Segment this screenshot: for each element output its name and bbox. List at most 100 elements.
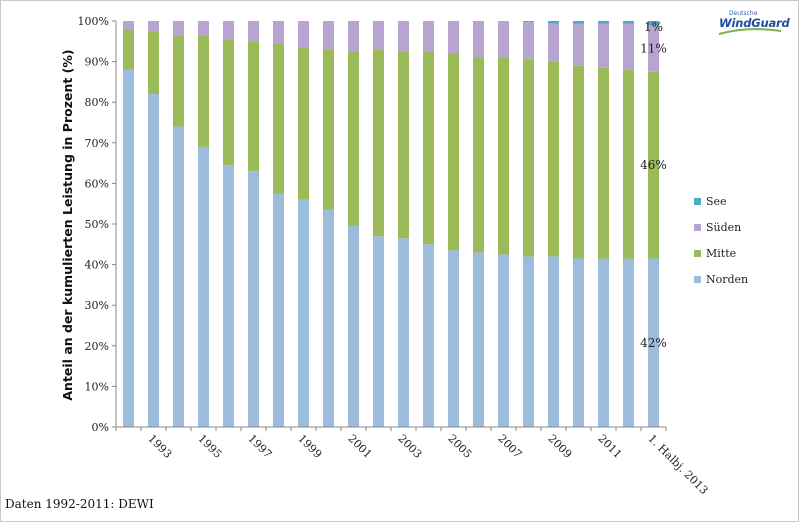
y-tick-label: 60% <box>85 177 109 190</box>
bar-mitte-0 <box>123 29 134 70</box>
annotations-group: 1% 11% 46% 42% <box>640 20 667 350</box>
legend-label-süden: Süden <box>706 221 741 234</box>
bar-süden-2 <box>173 21 184 36</box>
bar-norden-15 <box>498 254 509 427</box>
bar-mitte-8 <box>323 49 334 210</box>
logo-line1: Deutsche <box>729 10 758 17</box>
bar-mitte-5 <box>248 41 259 172</box>
bar-mitte-1 <box>148 31 159 95</box>
bar-norden-20 <box>623 258 634 427</box>
bar-mitte-6 <box>273 43 284 194</box>
legend-swatch-norden <box>694 276 701 283</box>
bar-mitte-3 <box>198 35 209 147</box>
bar-süden-4 <box>223 21 234 40</box>
bar-süden-12 <box>423 21 434 52</box>
source-note: Daten 1992-2011: DEWI <box>5 497 154 511</box>
x-tick-label: 2003 <box>395 432 424 461</box>
annotation-süden: 11% <box>640 41 667 55</box>
y-tick-label: 40% <box>85 259 109 272</box>
legend-label-mitte: Mitte <box>706 247 736 260</box>
bar-süden-3 <box>198 21 209 36</box>
legend-swatch-süden <box>694 224 701 231</box>
bar-süden-17 <box>548 23 559 62</box>
bar-norden-6 <box>273 193 284 427</box>
y-tick-label: 70% <box>85 137 109 150</box>
y-tick-label: 80% <box>85 96 109 109</box>
bar-norden-7 <box>298 199 309 427</box>
bar-norden-14 <box>473 252 484 427</box>
bar-süden-7 <box>298 21 309 48</box>
y-tick-label: 20% <box>85 340 109 353</box>
x-tick-label: 2005 <box>445 432 474 461</box>
x-tick-label: 1995 <box>195 432 224 461</box>
ticks-group: 0% 10% 20% 30% 40% 50% 60% 70% 80% 90% 100% 1993 199… <box>78 15 711 497</box>
x-tick-label: 2001 <box>345 432 374 461</box>
y-tick-label: 30% <box>85 299 109 312</box>
logo-swoosh-icon <box>718 28 782 35</box>
windguard-logo: Deutsche WindGuard <box>715 10 790 44</box>
legend-swatch-see <box>694 198 701 205</box>
bars-group <box>123 21 659 428</box>
bar-süden-19 <box>598 23 609 68</box>
bar-norden-5 <box>248 171 259 427</box>
annotation-norden: 42% <box>640 336 667 350</box>
bar-süden-16 <box>523 22 534 60</box>
bar-norden-1 <box>148 94 159 427</box>
bar-süden-15 <box>498 21 509 58</box>
bar-norden-2 <box>173 126 184 427</box>
bar-norden-4 <box>223 165 234 427</box>
bar-süden-9 <box>348 21 359 52</box>
bar-norden-12 <box>423 244 434 427</box>
x-tick-label: 1999 <box>295 432 324 461</box>
bar-norden-13 <box>448 250 459 427</box>
x-tick-label: 2009 <box>545 432 574 461</box>
bar-norden-21 <box>648 258 659 427</box>
bar-süden-10 <box>373 21 384 50</box>
bar-mitte-14 <box>473 57 484 253</box>
logo-line2: WindGuard <box>719 16 790 30</box>
x-tick-label: 1993 <box>145 432 174 461</box>
bar-mitte-15 <box>498 57 509 255</box>
bar-norden-18 <box>573 258 584 427</box>
annotation-see: 1% <box>644 20 663 34</box>
y-tick-label: 0% <box>92 421 109 434</box>
bar-süden-5 <box>248 21 259 42</box>
bar-see-20 <box>623 21 634 24</box>
bar-süden-6 <box>273 21 284 44</box>
bar-süden-18 <box>573 23 584 66</box>
bar-süden-14 <box>473 21 484 58</box>
bar-mitte-17 <box>548 61 559 257</box>
bar-süden-13 <box>448 21 459 54</box>
y-tick-label: 100% <box>78 15 109 28</box>
bar-mitte-9 <box>348 51 359 227</box>
bar-norden-8 <box>323 209 334 427</box>
x-tick-label: 1. Halbj. 2013 <box>645 432 710 497</box>
bar-norden-19 <box>598 258 609 427</box>
bar-norden-0 <box>123 69 134 427</box>
legend-label-see: See <box>706 195 727 208</box>
bar-mitte-16 <box>523 59 534 257</box>
x-tick-label: 2007 <box>495 432 524 461</box>
bar-see-16 <box>523 21 534 23</box>
y-tick-label: 10% <box>85 380 109 393</box>
bar-see-21 <box>648 21 659 26</box>
legend-swatch-mitte <box>694 250 701 257</box>
x-tick-label: 1997 <box>245 432 274 461</box>
bar-süden-21 <box>648 25 659 72</box>
y-tick-label: 90% <box>85 56 109 69</box>
bar-mitte-18 <box>573 65 584 259</box>
bar-süden-0 <box>123 21 134 30</box>
bar-süden-1 <box>148 21 159 32</box>
bar-mitte-4 <box>223 39 234 166</box>
bar-norden-11 <box>398 238 409 427</box>
bar-mitte-11 <box>398 51 409 239</box>
bar-süden-20 <box>623 23 634 70</box>
y-tick-label: 50% <box>85 218 109 231</box>
bar-mitte-20 <box>623 69 634 259</box>
bar-see-18 <box>573 21 584 24</box>
annotation-mitte: 46% <box>640 158 667 172</box>
bar-norden-10 <box>373 236 384 427</box>
legend: See Süden Mitte Norden <box>694 195 748 286</box>
